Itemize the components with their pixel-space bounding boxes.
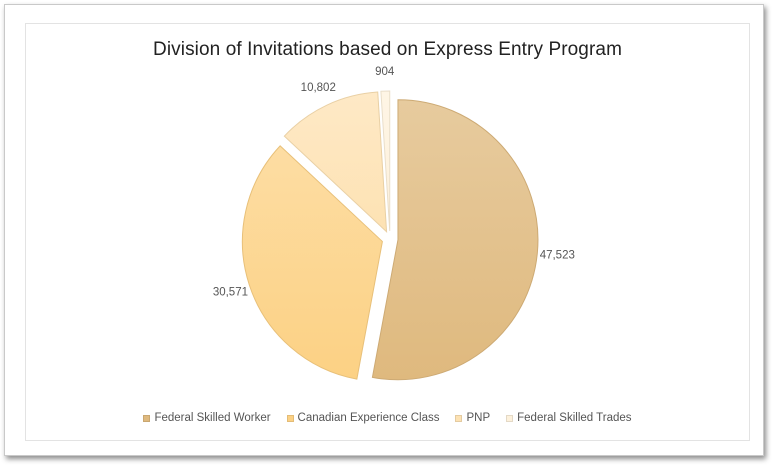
legend-label: Federal Skilled Trades bbox=[517, 412, 632, 424]
legend-label: Federal Skilled Worker bbox=[154, 412, 271, 424]
data-label-federal-skilled-trades: 904 bbox=[375, 66, 395, 78]
legend-item-pnp: PNP bbox=[455, 412, 490, 424]
legend-label: Canadian Experience Class bbox=[297, 412, 440, 424]
data-label-pnp: 10,802 bbox=[301, 82, 336, 94]
chart-legend: Federal Skilled Worker Canadian Experien… bbox=[26, 412, 749, 424]
chart-title: Division of Invitations based on Express… bbox=[153, 39, 622, 60]
legend-swatch bbox=[286, 414, 294, 422]
slice-federal-skilled-worker bbox=[371, 99, 539, 381]
legend-swatch bbox=[506, 414, 514, 422]
slice-federal-skilled-trades bbox=[380, 90, 391, 232]
legend-item-federal-skilled-trades: Federal Skilled Trades bbox=[506, 412, 632, 424]
chart-area: Division of Invitations based on Express… bbox=[25, 23, 750, 441]
legend-label: PNP bbox=[466, 412, 491, 424]
legend-item-canadian-experience-class: Canadian Experience Class bbox=[286, 412, 440, 424]
legend-item-federal-skilled-worker: Federal Skilled Worker bbox=[143, 412, 271, 424]
pie-chart: 47,523 30,571 10,802 904 bbox=[213, 66, 575, 381]
legend-swatch bbox=[455, 414, 463, 422]
data-label-federal-skilled-worker: 47,523 bbox=[540, 249, 575, 261]
slice-canadian-experience-class bbox=[241, 145, 383, 380]
data-label-canadian-experience-class: 30,571 bbox=[213, 286, 248, 298]
legend-swatch bbox=[143, 414, 151, 422]
chart-frame: Division of Invitations based on Express… bbox=[4, 4, 764, 456]
slice-pnp bbox=[283, 91, 388, 233]
